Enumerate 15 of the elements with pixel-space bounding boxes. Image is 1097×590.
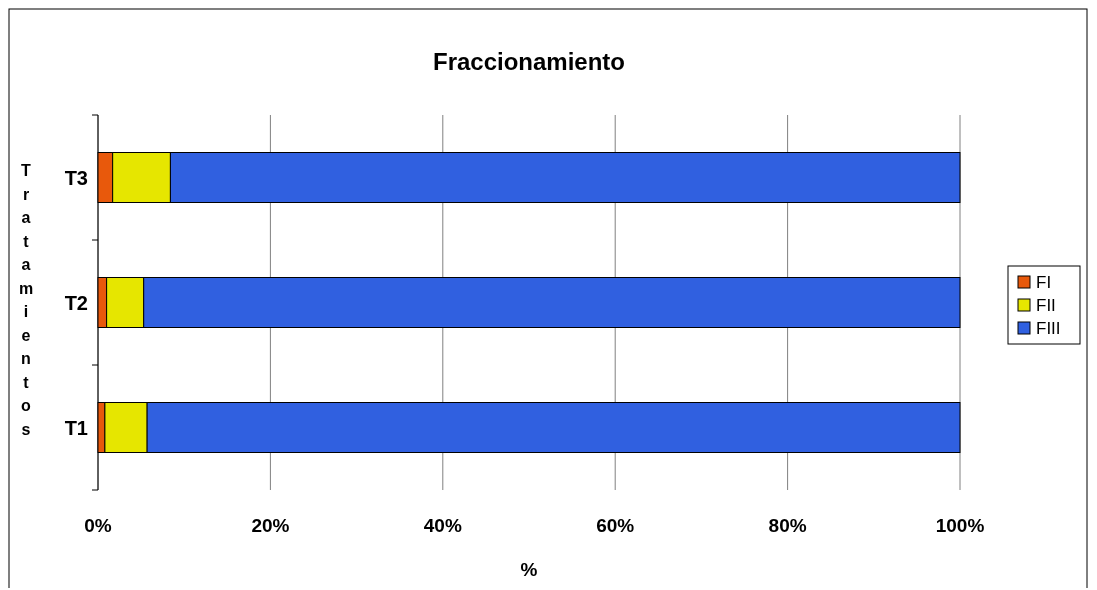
legend-label: FII [1036,296,1056,315]
x-tick-label: 60% [596,515,635,536]
x-tick-label: 80% [768,515,807,536]
legend-label: FI [1036,273,1052,292]
text: Tratamientos [18,162,34,438]
y-tick-label: T1 [64,416,88,439]
x-tick-label: 40% [423,515,462,536]
x-tick-label: 20% [251,515,290,536]
legend-label: FIII [1036,319,1061,338]
y-tick-label: T3 [64,166,88,189]
x-tick-label: 0% [84,515,112,536]
x-axis-title: % [520,559,538,580]
y-tick-label: T2 [64,291,88,314]
chart-title: Fraccionamiento [432,48,626,75]
x-tick-label: 100% [935,515,985,536]
